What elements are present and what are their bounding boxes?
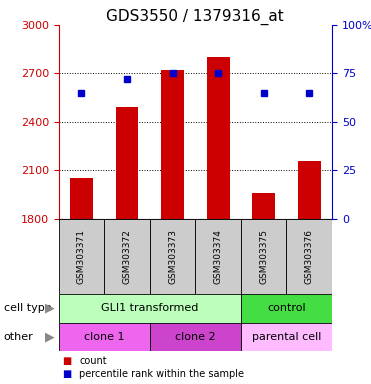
Text: ▶: ▶: [45, 331, 55, 343]
Bar: [59, 219, 104, 294]
Bar: [241, 219, 286, 294]
Text: ■: ■: [62, 356, 72, 366]
Text: GSM303376: GSM303376: [305, 229, 314, 284]
Bar: [116, 108, 138, 219]
Text: GSM303375: GSM303375: [259, 229, 268, 284]
Text: GLI1 transformed: GLI1 transformed: [101, 303, 198, 313]
Bar: [207, 57, 230, 219]
Bar: [286, 219, 332, 294]
Text: cell type: cell type: [4, 303, 51, 313]
Text: other: other: [4, 332, 33, 342]
Bar: [298, 161, 321, 219]
Text: count: count: [79, 356, 106, 366]
Bar: [161, 70, 184, 219]
Bar: [252, 193, 275, 219]
Bar: [150, 219, 196, 294]
Bar: [241, 294, 332, 323]
Bar: [59, 294, 241, 323]
Text: ■: ■: [62, 369, 72, 379]
Bar: [150, 323, 241, 351]
Text: GSM303374: GSM303374: [214, 229, 223, 284]
Text: clone 2: clone 2: [175, 332, 216, 342]
Bar: [59, 323, 150, 351]
Text: GSM303371: GSM303371: [77, 229, 86, 284]
Text: control: control: [267, 303, 306, 313]
Text: GSM303373: GSM303373: [168, 229, 177, 284]
Text: percentile rank within the sample: percentile rank within the sample: [79, 369, 244, 379]
Bar: [241, 323, 332, 351]
Text: ▶: ▶: [45, 302, 55, 314]
Title: GDS3550 / 1379316_at: GDS3550 / 1379316_at: [106, 9, 284, 25]
Text: clone 1: clone 1: [84, 332, 124, 342]
Bar: [70, 179, 93, 219]
Text: GSM303372: GSM303372: [122, 229, 131, 284]
Bar: [196, 219, 241, 294]
Bar: [104, 219, 150, 294]
Text: parental cell: parental cell: [252, 332, 321, 342]
